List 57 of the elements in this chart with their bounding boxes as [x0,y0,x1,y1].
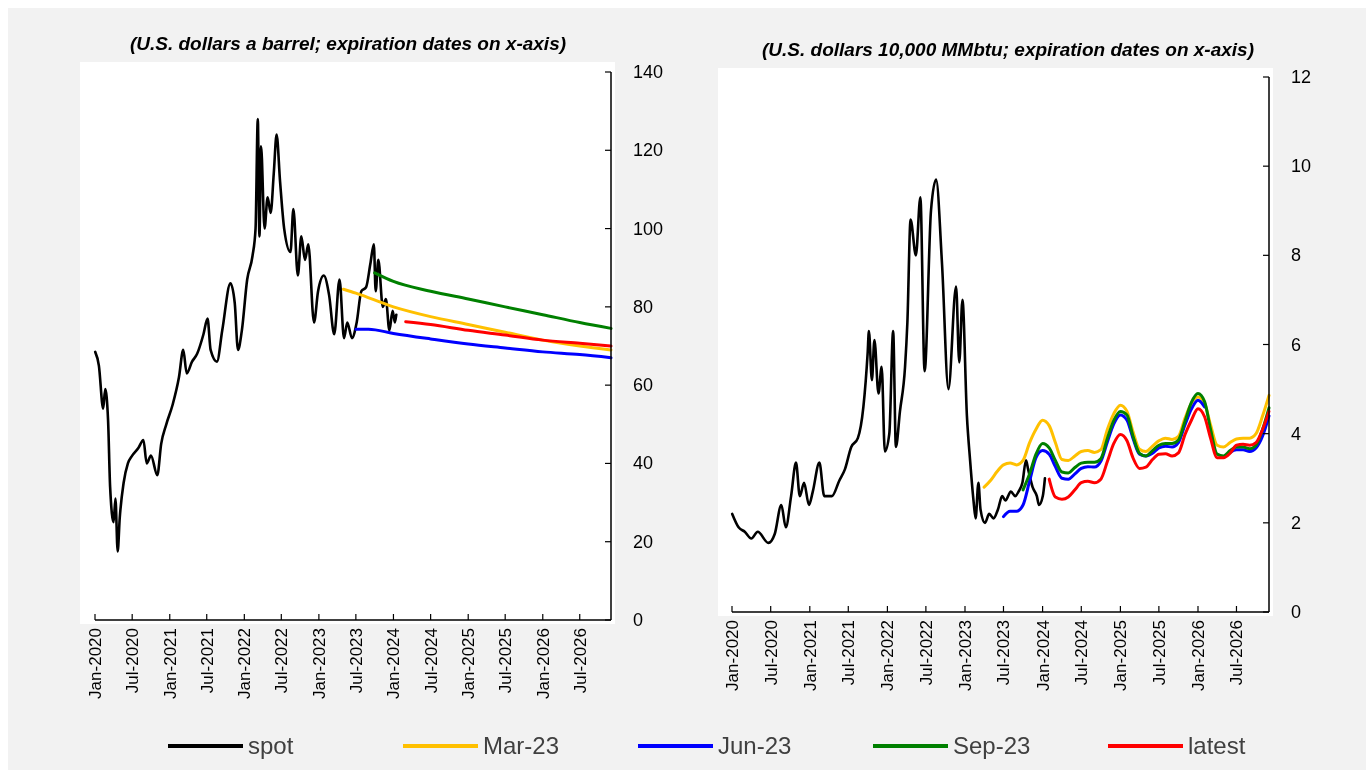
x-tick-label: Jan-2020 [86,628,105,699]
legend-label: Sep-23 [953,732,1031,759]
y-tick-label: 140 [633,62,664,82]
x-tick-label: Jul-2022 [916,620,936,686]
x-tick-label: Jan-2026 [533,628,553,699]
x-tick-label: Jan-2021 [800,620,820,691]
x-tick-label: Jul-2020 [123,628,143,694]
y-tick-label: 120 [633,140,664,161]
x-tick-label: Jul-2021 [197,628,217,694]
line-series [93,117,398,553]
legend-label: Jun-23 [718,732,792,759]
y-tick-label: 10 [1291,156,1312,177]
x-tick-label: Jan-2025 [1111,620,1131,691]
line-series [354,327,613,360]
y-tick-label: 0 [1291,602,1302,622]
line-series [1047,407,1271,501]
legend-label: spot [248,732,294,759]
x-tick-label: Jul-2026 [1227,620,1247,686]
x-tick-label: Jan-2026 [1189,620,1208,691]
x-tick-label: Jul-2021 [839,620,859,686]
line-series [373,271,613,330]
legend-label: Mar-23 [483,732,560,759]
y-tick-label: 2 [1291,512,1302,533]
x-tick-label: Jan-2022 [235,628,255,699]
y-tick-label: 100 [633,218,664,239]
y-tick-label: 20 [633,531,654,552]
y-tick-label: 80 [633,296,654,317]
y-tick-label: 4 [1291,423,1302,444]
x-tick-label: Jul-2023 [346,628,366,694]
y-tick-label: 12 [1291,67,1312,87]
x-tick-label: Jan-2020 [723,620,742,691]
legend-label: latest [1188,732,1246,759]
line-series [1021,392,1271,492]
y-tick-label: 8 [1291,245,1302,266]
y-tick-label: 6 [1291,334,1302,355]
x-tick-label: Jul-2024 [421,628,441,694]
x-tick-label: Jul-2025 [1149,620,1169,686]
x-tick-label: Jul-2022 [272,628,292,694]
y-tick-label: 60 [633,375,654,396]
line-series [404,320,613,348]
x-tick-label: Jul-2026 [570,628,590,694]
x-tick-label: Jul-2024 [1072,620,1092,686]
chart-title: (U.S. dollars 10,000 MMbtu; expiration dates on x-axis) [761,39,1255,60]
x-tick-label: Jan-2024 [384,628,404,699]
x-tick-label: Jan-2023 [309,628,329,699]
x-tick-label: Jan-2023 [956,620,975,691]
x-tick-label: Jan-2024 [1033,620,1053,691]
line-series [730,178,1047,545]
chart-title: (U.S. dollars a barrel; expiration dates on x-axis) [129,33,567,54]
x-tick-label: Jul-2020 [761,620,781,686]
x-tick-label: Jul-2025 [496,628,516,694]
x-tick-label: Jul-2023 [994,620,1014,686]
y-tick-label: 40 [633,453,654,474]
x-tick-label: Jan-2021 [160,628,180,699]
x-tick-label: Jan-2022 [878,620,898,691]
x-tick-label: Jan-2025 [459,628,479,699]
y-tick-label: 0 [633,610,644,630]
